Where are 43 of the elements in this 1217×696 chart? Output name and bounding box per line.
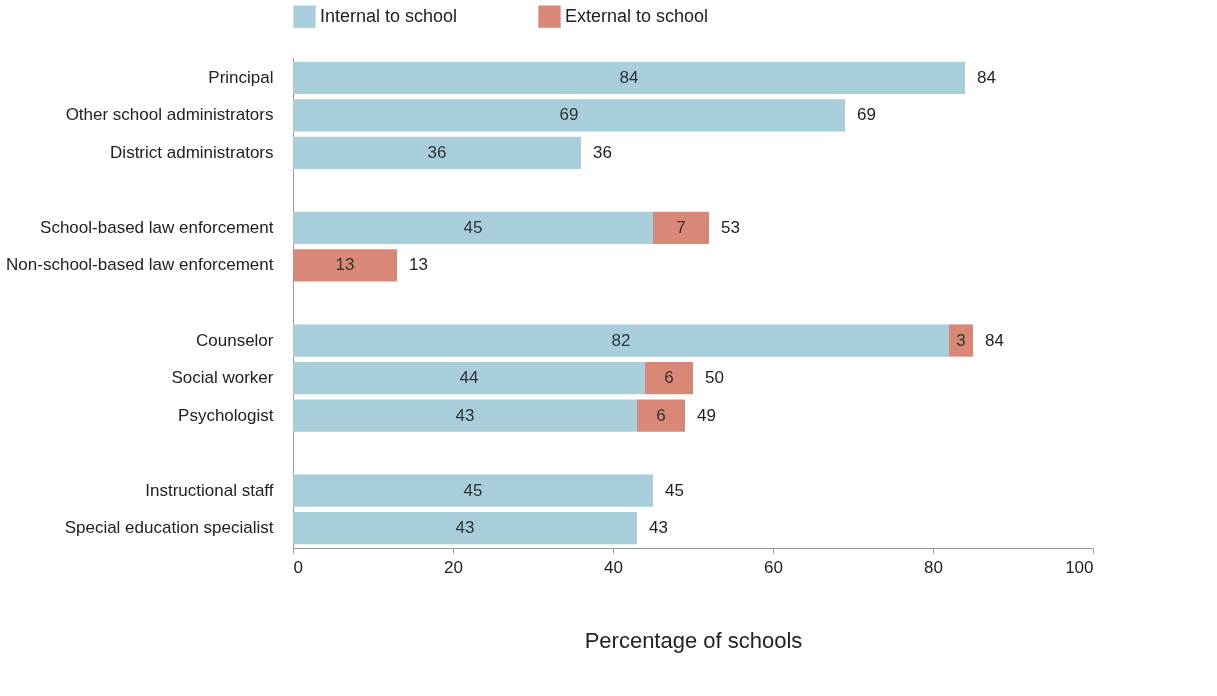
data-label: 13: [335, 255, 355, 275]
total-label: 13: [409, 255, 428, 275]
data-label: 3: [956, 330, 966, 350]
x-axis-title: Percentage of schools: [584, 627, 803, 653]
y-tick-label: Non-school-based law enforcement: [6, 255, 274, 275]
total-label: 36: [593, 142, 612, 162]
data-label: 82: [611, 330, 631, 350]
x-tick-label: 0: [293, 557, 303, 577]
y-tick-label: School-based law enforcement: [40, 217, 274, 237]
total-label: 43: [649, 518, 668, 538]
legend-label: Internal to school: [320, 5, 458, 26]
total-label: 53: [721, 217, 740, 237]
x-tick-label: 60: [764, 557, 783, 577]
y-tick-label: Psychologist: [178, 405, 274, 425]
x-tick-label: 80: [924, 557, 943, 577]
x-tick-label: 40: [604, 557, 623, 577]
total-label: 49: [697, 405, 716, 425]
data-label: 44: [459, 368, 479, 388]
y-tick-label: Social worker: [171, 368, 274, 388]
y-tick-label: Counselor: [196, 330, 274, 350]
total-label: 50: [705, 368, 724, 388]
data-label: 7: [676, 217, 686, 237]
y-tick-label: District administrators: [110, 142, 274, 162]
total-label: 84: [985, 330, 1004, 350]
data-label: 45: [463, 217, 483, 237]
y-tick-label: Special education specialist: [64, 518, 274, 538]
legend-label: External to school: [565, 5, 709, 26]
y-tick-label: Instructional staff: [145, 480, 274, 500]
data-label: 6: [656, 405, 666, 425]
data-label: 69: [559, 105, 579, 125]
total-label: 69: [857, 105, 876, 125]
data-label: 36: [427, 142, 447, 162]
data-label: 43: [455, 405, 475, 425]
y-tick-label: Other school administrators: [65, 105, 274, 125]
data-label: 45: [463, 480, 483, 500]
total-label: 45: [665, 480, 684, 500]
data-label: 6: [664, 368, 674, 388]
total-label: 84: [977, 67, 996, 87]
x-tick-label: 20: [444, 557, 463, 577]
y-tick-label: Principal: [208, 67, 274, 87]
data-label: 43: [455, 518, 475, 538]
x-tick-label: 100: [1065, 557, 1094, 577]
data-label: 84: [619, 67, 639, 87]
